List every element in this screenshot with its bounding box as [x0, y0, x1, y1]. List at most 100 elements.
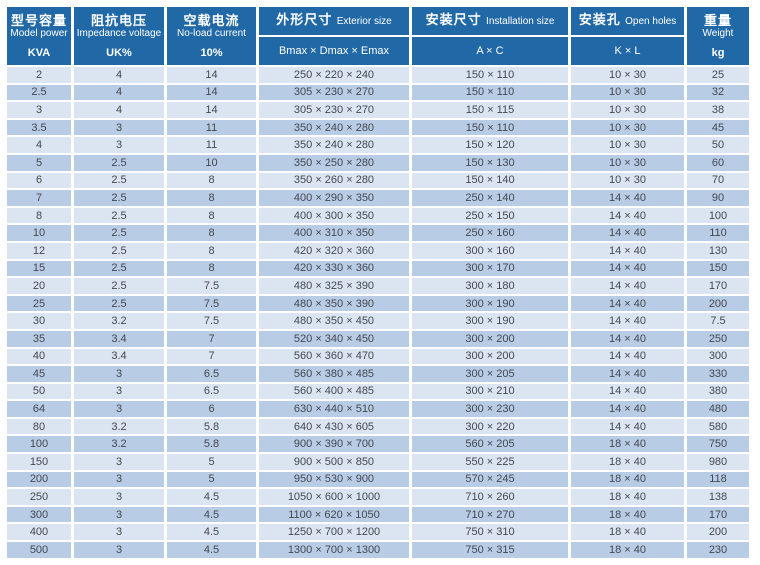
table-cell: 60 [687, 154, 749, 171]
subheader-installation-dims: A × C [412, 37, 568, 65]
table-cell: 4 [74, 84, 164, 101]
table-cell: 300 × 190 [412, 295, 568, 312]
table-cell: 480 × 350 × 390 [259, 295, 409, 312]
table-cell: 7.5 [167, 313, 256, 329]
table-cell: 10 × 30 [571, 154, 684, 171]
table-row: 40 3.4 7 560 × 360 × 470 300 × 200 14 × 40 300 [7, 348, 749, 365]
table-cell: 300 × 180 [412, 278, 568, 294]
table-row: 6 2.5 8 350 × 260 × 280 150 × 140 10 × 30 70 [7, 172, 749, 189]
table-cell: 3 [74, 542, 164, 558]
subheader-exterior-dims: Bmax × Dmax × Emax [259, 37, 409, 65]
table-cell: 7 [167, 330, 256, 347]
table-cell: 480 × 350 × 450 [259, 313, 409, 329]
table-cell: 3 [74, 471, 164, 488]
table-cell: 300 × 160 [412, 242, 568, 259]
table-cell: 3 [74, 119, 164, 136]
table-cell: 300 × 230 [412, 401, 568, 417]
table-cell: 230 [687, 542, 749, 558]
table-cell: 150 [7, 454, 71, 470]
table-row: 300 3 4.5 1100 × 620 × 1050 710 × 270 18 × 40… [7, 506, 749, 523]
table-cell: 5 [167, 454, 256, 470]
table-cell: 5 [7, 154, 71, 171]
table-cell: 500 [7, 542, 71, 558]
table-cell: 1300 × 700 × 1300 [259, 542, 409, 558]
table-row: 250 3 4.5 1050 × 600 × 1000 710 × 260 18 × 40… [7, 489, 749, 505]
table-cell: 3 [74, 137, 164, 153]
table-row: 100 3.2 5.8 900 × 390 × 700 560 × 205 18 × 40… [7, 436, 749, 453]
table-cell: 520 × 340 × 450 [259, 330, 409, 347]
table-cell: 640 × 430 × 605 [259, 418, 409, 435]
table-row: 30 3.2 7.5 480 × 350 × 450 300 × 190 14 × 40 7… [7, 313, 749, 329]
table-cell: 400 × 290 × 350 [259, 190, 409, 206]
table-body: 2 4 14 250 × 220 × 240 150 × 110 10 × 30 25 2.5… [7, 67, 749, 558]
table-row: 5 2.5 10 350 × 250 × 280 150 × 130 10 × 30 60 [7, 154, 749, 171]
header-model-power: 型号容量 Model power KVA [7, 7, 71, 65]
table-cell: 20 [7, 278, 71, 294]
subheader-open-holes-dims: K × L [571, 37, 684, 65]
table-cell: 4.5 [167, 489, 256, 505]
table-cell: 10 × 30 [571, 102, 684, 118]
table-header: 型号容量 Model power KVA 阻抗电压 Impedance volt… [7, 7, 749, 65]
table-cell: 3 [74, 401, 164, 417]
header-installation-size-en: Installation size [486, 16, 555, 27]
table-cell: 45 [687, 119, 749, 136]
table-cell: 2.5 [74, 278, 164, 294]
header-weight-zh: 重量 [703, 12, 732, 28]
table-cell: 4 [74, 102, 164, 118]
table-cell: 5.8 [167, 418, 256, 435]
table-cell: 6.5 [167, 383, 256, 400]
table-row: 35 3.4 7 520 × 340 × 450 300 × 200 14 × 40 250 [7, 330, 749, 347]
table-cell: 300 × 205 [412, 366, 568, 382]
table-cell: 300 × 170 [412, 260, 568, 277]
table-cell: 45 [7, 366, 71, 382]
table-cell: 380 [687, 383, 749, 400]
header-weight-en: Weight [702, 27, 734, 39]
table-cell: 3.2 [74, 313, 164, 329]
table-cell: 350 × 250 × 280 [259, 154, 409, 171]
table-row: 200 3 5 950 × 530 × 900 570 × 245 18 × 40 118 [7, 471, 749, 488]
table-cell: 300 × 200 [412, 348, 568, 365]
table-cell: 900 × 390 × 700 [259, 436, 409, 453]
table-cell: 90 [687, 190, 749, 206]
table-cell: 14 × 40 [571, 401, 684, 417]
table-cell: 560 × 360 × 470 [259, 348, 409, 365]
table-cell: 950 × 530 × 900 [259, 471, 409, 488]
table-cell: 250 × 220 × 240 [259, 67, 409, 83]
header-no-load-current: 空载电流 No-load current 10% [167, 7, 256, 65]
table-cell: 30 [7, 313, 71, 329]
table-cell: 14 × 40 [571, 278, 684, 294]
table-cell: 14 × 40 [571, 383, 684, 400]
table-cell: 2.5 [74, 207, 164, 224]
header-weight: 重量 Weight kg [687, 7, 749, 65]
header-no-load-current-zh: 空载电流 [183, 12, 240, 28]
table-cell: 80 [7, 418, 71, 435]
table-cell: 350 × 240 × 280 [259, 119, 409, 136]
table-row: 3 4 14 305 × 230 × 270 150 × 115 10 × 30 38 [7, 102, 749, 118]
table-cell: 710 × 260 [412, 489, 568, 505]
table-cell: 300 × 200 [412, 330, 568, 347]
table-cell: 580 [687, 418, 749, 435]
header-exterior-size: 外形尺寸 Exterior size [259, 7, 409, 35]
header-exterior-size-zh: 外形尺寸 [276, 12, 333, 27]
table-cell: 138 [687, 489, 749, 505]
table-cell: 10 × 30 [571, 172, 684, 189]
table-cell: 10 × 30 [571, 67, 684, 83]
table-cell: 8 [167, 242, 256, 259]
table-cell: 170 [687, 506, 749, 523]
table-row: 2.5 4 14 305 × 230 × 270 150 × 110 10 × 30 32 [7, 84, 749, 101]
table-cell: 70 [687, 172, 749, 189]
table-cell: 100 [687, 207, 749, 224]
table-cell: 14 × 40 [571, 260, 684, 277]
table-cell: 11 [167, 137, 256, 153]
table-cell: 18 × 40 [571, 471, 684, 488]
table-cell: 400 × 300 × 350 [259, 207, 409, 224]
table-cell: 170 [687, 278, 749, 294]
header-open-holes-zh: 安装孔 [578, 12, 621, 27]
table-cell: 150 × 130 [412, 154, 568, 171]
table-cell: 4.5 [167, 524, 256, 541]
table-cell: 10 × 30 [571, 84, 684, 101]
table-cell: 570 × 245 [412, 471, 568, 488]
table-cell: 750 × 315 [412, 542, 568, 558]
table-cell: 330 [687, 366, 749, 382]
header-model-power-en: Model power [10, 27, 68, 39]
